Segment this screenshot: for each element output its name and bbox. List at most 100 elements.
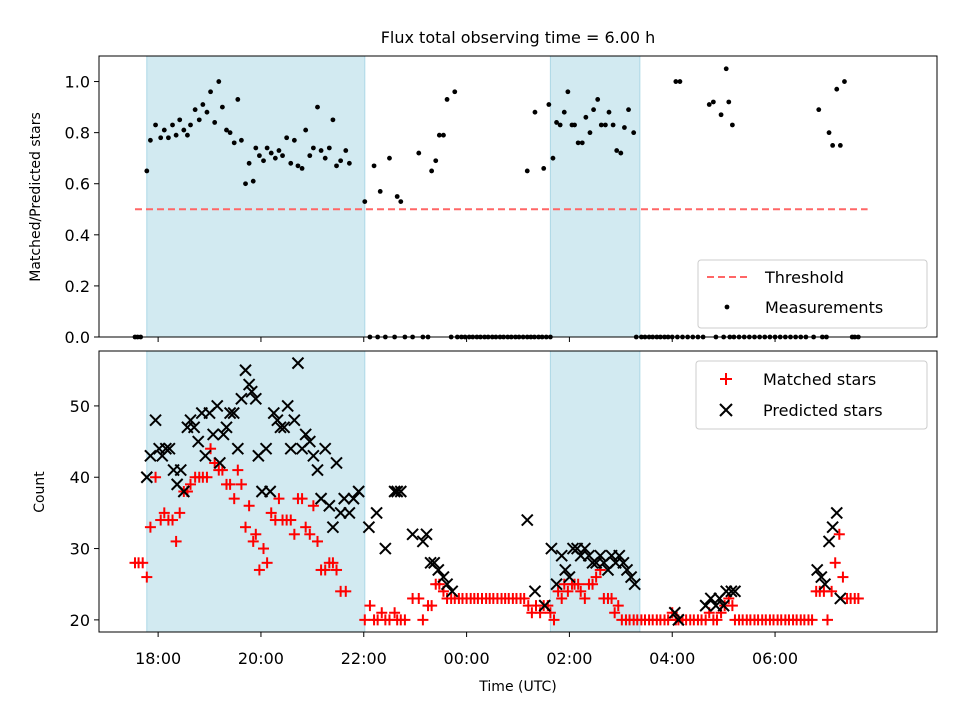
measurement-point bbox=[291, 137, 297, 143]
matched-point bbox=[376, 607, 388, 619]
predicted-point bbox=[362, 520, 376, 534]
measurement-point bbox=[346, 160, 352, 166]
predicted-point bbox=[394, 485, 407, 498]
x-tick-label: 20:00 bbox=[238, 649, 284, 668]
measurement-point bbox=[677, 79, 683, 84]
matched-legend-label: Matched stars bbox=[763, 370, 876, 389]
matched-point bbox=[232, 464, 244, 476]
measurement-point bbox=[554, 120, 559, 125]
matched-point bbox=[852, 592, 864, 604]
matched-point bbox=[319, 564, 331, 576]
predicted-point bbox=[830, 506, 843, 520]
ratio-panel: 0.0 0.2 0.4 0.6 0.8 1.0 Matched/Predicted sta… bbox=[28, 55, 938, 347]
x-tick-label: 22:00 bbox=[341, 649, 387, 668]
matched-point bbox=[273, 493, 285, 505]
predicted-point bbox=[288, 413, 301, 427]
measurement-point bbox=[250, 178, 256, 184]
measurement-point bbox=[614, 148, 620, 153]
measurement-point bbox=[550, 155, 556, 161]
predicted-point bbox=[818, 578, 832, 591]
predicted-point bbox=[144, 449, 157, 463]
predicted-point bbox=[330, 456, 343, 470]
measurement-point bbox=[595, 97, 601, 102]
predicted-point bbox=[717, 599, 730, 612]
x-tick-label: 02:00 bbox=[546, 649, 592, 668]
matched-point bbox=[837, 571, 849, 583]
x-tick-label: 00:00 bbox=[444, 649, 490, 668]
matched-point bbox=[144, 521, 156, 533]
measurement-point bbox=[591, 107, 596, 113]
measurement-point bbox=[444, 97, 450, 102]
predicted-point bbox=[815, 570, 828, 584]
measurement-point bbox=[326, 145, 332, 151]
predicted-point bbox=[140, 471, 154, 484]
predicted-point bbox=[613, 549, 626, 562]
predicted-point bbox=[668, 606, 682, 619]
measurement-point bbox=[565, 89, 571, 95]
predicted-point bbox=[550, 578, 563, 591]
predicted-point bbox=[281, 399, 294, 413]
predicted-point bbox=[347, 492, 360, 505]
measurement-point bbox=[416, 150, 422, 156]
measurement-point bbox=[618, 150, 624, 156]
matched-point bbox=[833, 528, 845, 540]
measurement-point bbox=[729, 122, 735, 128]
measurement-point bbox=[148, 137, 153, 143]
measurement-point bbox=[532, 109, 538, 115]
measurement-point bbox=[398, 199, 404, 205]
matched-point bbox=[250, 528, 262, 540]
measurement-point bbox=[598, 122, 604, 128]
predicted-point bbox=[521, 513, 534, 527]
predicted-point bbox=[284, 442, 297, 455]
matched-point bbox=[300, 521, 312, 533]
measurement-point bbox=[231, 140, 237, 146]
matched-point bbox=[141, 571, 153, 583]
predicted-point bbox=[239, 364, 252, 377]
measurement-point bbox=[318, 148, 324, 153]
predicted-point bbox=[406, 528, 419, 541]
matched-point bbox=[426, 600, 438, 612]
predicted-point bbox=[437, 570, 450, 584]
predicted-point bbox=[307, 449, 320, 463]
measurement-point bbox=[272, 155, 278, 161]
matched-point bbox=[518, 592, 530, 604]
matched-point bbox=[359, 614, 371, 626]
measurement-point bbox=[622, 125, 627, 130]
x-tick-label: 18:00 bbox=[135, 649, 181, 668]
matched-point bbox=[556, 592, 568, 604]
measurement-point bbox=[441, 132, 446, 138]
predicted-point bbox=[277, 421, 291, 434]
predicted-legend-label: Predicted stars bbox=[763, 401, 883, 420]
measurement-point bbox=[394, 194, 400, 199]
measurement-point bbox=[200, 102, 206, 107]
measurement-point bbox=[334, 163, 339, 169]
measurement-point bbox=[371, 163, 377, 169]
measurements-legend-swatch bbox=[724, 304, 730, 310]
predicted-point bbox=[811, 563, 824, 577]
matched-legend-swatch bbox=[720, 373, 732, 385]
measurement-point bbox=[377, 188, 383, 194]
count-panel: 18:00 20:00 22:00 00:00 02:00 04:00 06:00 20 30… bbox=[32, 350, 938, 695]
matched-point bbox=[265, 507, 277, 519]
matched-point bbox=[296, 493, 308, 505]
measurement-point bbox=[288, 160, 294, 166]
y-tick-label: 0.2 bbox=[65, 277, 90, 296]
shaded-interval bbox=[549, 350, 641, 633]
threshold-legend-label: Threshold bbox=[764, 268, 844, 287]
measurement-point bbox=[315, 104, 320, 110]
measurement-point bbox=[208, 89, 213, 95]
measurement-point bbox=[227, 130, 233, 136]
predicted-point bbox=[440, 578, 454, 591]
top-legend-box bbox=[697, 259, 928, 329]
matched-point bbox=[288, 528, 300, 540]
measurement-point bbox=[196, 117, 202, 123]
x-axis-label: Time (UTC) bbox=[478, 679, 556, 695]
measurement-point bbox=[295, 163, 301, 169]
measurement-point bbox=[606, 109, 612, 115]
matched-point bbox=[612, 600, 624, 612]
predicted-point bbox=[699, 599, 712, 612]
measurement-point bbox=[726, 99, 732, 105]
matched-point bbox=[167, 514, 179, 526]
measurement-point bbox=[216, 79, 222, 84]
matched-point bbox=[158, 507, 170, 519]
